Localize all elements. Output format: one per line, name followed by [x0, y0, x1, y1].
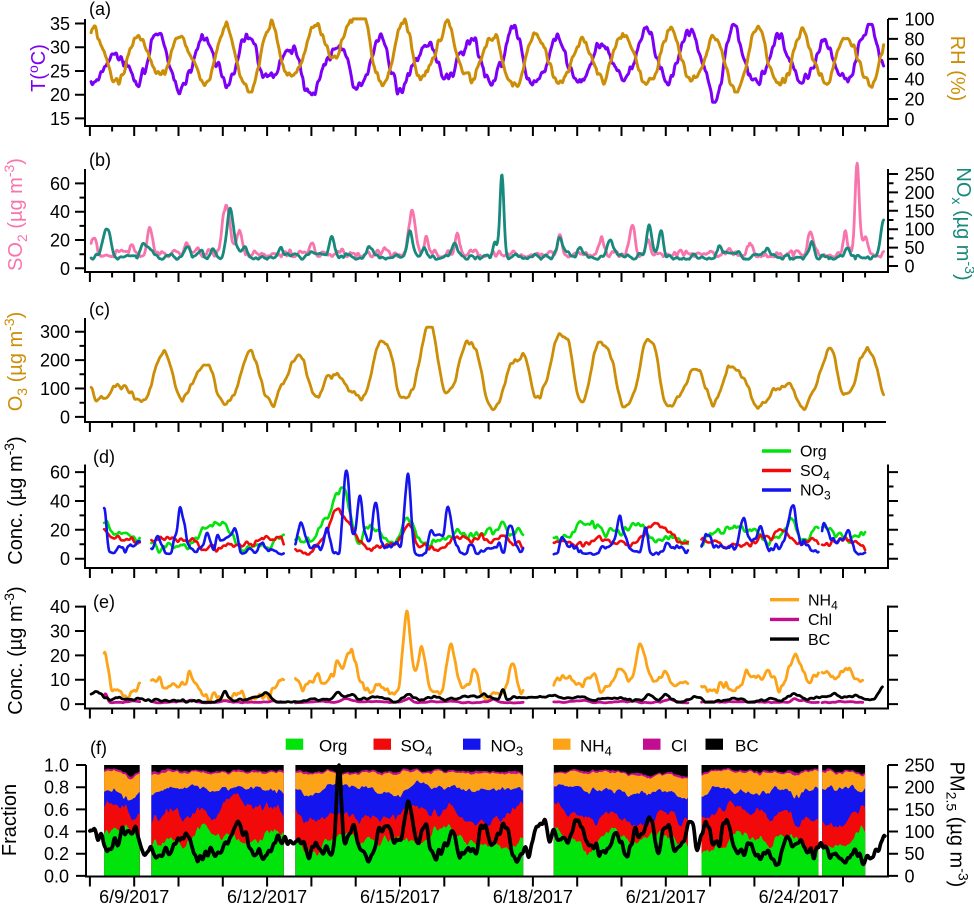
svg-text:6/9/2017: 6/9/2017	[99, 887, 169, 907]
svg-text:50: 50	[905, 238, 925, 258]
svg-text:Conc. (µg m-3​): Conc. (µg m-3​)	[1, 586, 27, 714]
svg-text:0: 0	[905, 110, 915, 130]
svg-text:1.0: 1.0	[44, 756, 69, 776]
svg-text:250: 250	[905, 756, 935, 776]
svg-text:Conc. (µg m-3​): Conc. (µg m-3​)	[1, 436, 27, 564]
svg-text:PM2.5​ (µg m-3​): PM2.5​ (µg m-3​)	[944, 762, 972, 888]
svg-text:20: 20	[905, 89, 925, 109]
svg-text:Org: Org	[319, 737, 347, 756]
svg-text:10: 10	[50, 670, 70, 690]
svg-text:Fraction: Fraction	[0, 784, 21, 856]
svg-text:100: 100	[905, 220, 935, 240]
svg-text:50: 50	[905, 844, 925, 864]
svg-text:40: 40	[50, 491, 70, 511]
svg-text:0.6: 0.6	[44, 800, 69, 820]
svg-text:(a): (a)	[89, 0, 111, 19]
svg-text:100: 100	[905, 9, 935, 29]
svg-text:300: 300	[40, 322, 70, 342]
svg-text:BC: BC	[808, 632, 830, 649]
svg-text:35: 35	[50, 14, 70, 34]
svg-text:20: 20	[50, 85, 70, 105]
svg-text:100: 100	[905, 822, 935, 842]
svg-text:0.2: 0.2	[44, 844, 69, 864]
svg-text:NO3​: NO3​	[800, 483, 831, 503]
svg-text:15: 15	[50, 109, 70, 129]
svg-text:25: 25	[50, 61, 70, 81]
svg-text:Chl: Chl	[808, 612, 832, 629]
svg-text:40: 40	[50, 597, 70, 617]
svg-text:40: 40	[50, 202, 70, 222]
svg-text:(c): (c)	[89, 300, 110, 320]
svg-text:0.4: 0.4	[44, 822, 69, 842]
svg-text:Org: Org	[800, 444, 827, 461]
svg-text:NH4​: NH4​	[580, 737, 612, 759]
svg-text:SO4​: SO4​	[800, 463, 830, 483]
svg-text:150: 150	[905, 800, 935, 820]
svg-text:20: 20	[50, 520, 70, 540]
svg-text:0: 0	[60, 549, 70, 569]
svg-text:BC: BC	[735, 737, 759, 756]
svg-text:40: 40	[905, 69, 925, 89]
svg-text:60: 60	[50, 463, 70, 483]
svg-text:Cl: Cl	[671, 737, 687, 756]
svg-text:200: 200	[905, 183, 935, 203]
svg-text:0: 0	[60, 259, 70, 279]
svg-text:6/15/2017: 6/15/2017	[360, 887, 440, 907]
svg-text:250: 250	[905, 165, 935, 185]
svg-text:NO3​: NO3​	[491, 737, 524, 759]
svg-text:150: 150	[905, 201, 935, 221]
svg-text:(f): (f)	[90, 738, 107, 758]
svg-text:6/18/2017: 6/18/2017	[493, 887, 573, 907]
svg-text:100: 100	[40, 379, 70, 399]
svg-text:(e): (e)	[93, 592, 115, 612]
svg-text:30: 30	[50, 622, 70, 642]
svg-text:20: 20	[50, 231, 70, 251]
svg-text:200: 200	[40, 351, 70, 371]
svg-text:60: 60	[50, 174, 70, 194]
svg-text:(b): (b)	[89, 150, 111, 170]
svg-text:0: 0	[60, 695, 70, 715]
svg-text:0: 0	[905, 257, 915, 277]
svg-text:RH (%): RH (%)	[946, 36, 968, 102]
svg-text:SO4​: SO4​	[401, 737, 433, 759]
svg-text:0.0: 0.0	[44, 866, 69, 886]
svg-text:60: 60	[905, 49, 925, 69]
svg-text:6/12/2017: 6/12/2017	[227, 887, 307, 907]
svg-text:6/24/2017: 6/24/2017	[759, 887, 839, 907]
svg-text:(d): (d)	[93, 447, 115, 467]
svg-text:20: 20	[50, 646, 70, 666]
svg-text:0: 0	[905, 866, 915, 886]
svg-text:30: 30	[50, 38, 70, 58]
svg-text:6/21/2017: 6/21/2017	[626, 887, 706, 907]
svg-text:200: 200	[905, 778, 935, 798]
svg-text:0.8: 0.8	[44, 778, 69, 798]
svg-text:0: 0	[60, 407, 70, 427]
svg-text:80: 80	[905, 29, 925, 49]
svg-text:NH4​: NH4​	[808, 592, 838, 612]
